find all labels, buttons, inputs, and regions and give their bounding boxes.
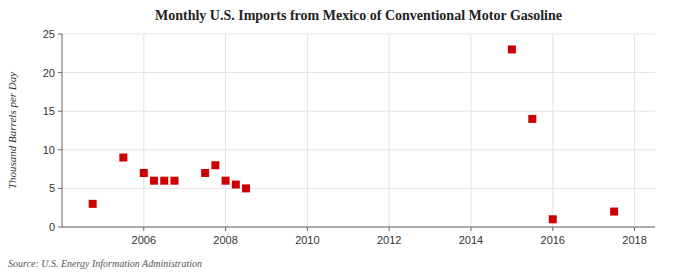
x-tick: [389, 227, 390, 231]
x-tick-label: 2012: [377, 234, 401, 246]
y-tick-label: 10: [43, 144, 55, 156]
y-tick-label: 0: [49, 221, 55, 233]
point: [508, 45, 516, 53]
x-tick-label: 2014: [459, 234, 483, 246]
x-grid-line: [389, 34, 390, 227]
x-tick: [552, 227, 553, 231]
point: [150, 177, 158, 185]
y-tick-label: 20: [43, 67, 55, 79]
y-grid-line: [62, 72, 655, 73]
x-grid-line: [634, 34, 635, 227]
point: [119, 154, 127, 162]
x-tick: [470, 227, 471, 231]
x-grid-line: [225, 34, 226, 227]
y-tick-label: 5: [49, 182, 55, 194]
y-grid-line: [62, 111, 655, 112]
chart-title: Monthly U.S. Imports from Mexico of Conv…: [155, 8, 562, 23]
x-axis-line: [62, 227, 655, 228]
grid: [62, 34, 655, 227]
point: [610, 208, 618, 216]
y-tick: [58, 34, 62, 35]
point: [242, 184, 250, 192]
points: [89, 45, 618, 223]
source-annotation: Source: U.S. Energy Information Administ…: [8, 258, 202, 269]
y-tick-label: 15: [43, 105, 55, 117]
point: [232, 181, 240, 189]
chart-svg: 2006 2008 2010 2012 2014 2016 2018 0 5 10 15 20 25 Th…: [0, 0, 675, 275]
y-tick-label: 25: [43, 28, 55, 40]
x-tick: [307, 227, 308, 231]
y-grid-line: [62, 188, 655, 189]
point: [170, 177, 178, 185]
point: [140, 169, 148, 177]
point: [89, 200, 97, 208]
x-tick: [143, 227, 144, 231]
x-tick: [225, 227, 226, 231]
y-tick: [58, 149, 62, 150]
background: [0, 0, 675, 275]
point: [549, 215, 557, 223]
y-axis-label: Thousand Barrels per Day: [6, 72, 18, 189]
x-grid-line: [470, 34, 471, 227]
y-axis-line: [62, 34, 63, 227]
y-tick: [58, 227, 62, 228]
page: {"chart_data": {"type": "scatter", "titl…: [0, 0, 675, 275]
x-grid-line: [307, 34, 308, 227]
x-tick-label: 2008: [213, 234, 237, 246]
axes: 2006 2008 2010 2012 2014 2016 2018 0 5 10 15 20 25: [43, 28, 655, 246]
y-grid-line: [62, 227, 655, 228]
point: [201, 169, 209, 177]
point: [528, 115, 536, 123]
x-tick-label: 2018: [622, 234, 646, 246]
point: [211, 161, 219, 169]
y-tick: [58, 111, 62, 112]
x-grid-line: [552, 34, 553, 227]
y-tick: [58, 72, 62, 73]
x-tick-label: 2006: [132, 234, 156, 246]
point: [222, 177, 230, 185]
point: [160, 177, 168, 185]
chart-container: 2006 2008 2010 2012 2014 2016 2018 0 5 10 15 20 25 Th…: [0, 0, 675, 275]
y-grid-line: [62, 34, 655, 35]
y-tick: [58, 188, 62, 189]
x-tick: [634, 227, 635, 231]
y-grid-line: [62, 149, 655, 150]
x-tick-label: 2010: [295, 234, 319, 246]
x-tick-label: 2016: [541, 234, 565, 246]
x-grid-line: [143, 34, 144, 227]
